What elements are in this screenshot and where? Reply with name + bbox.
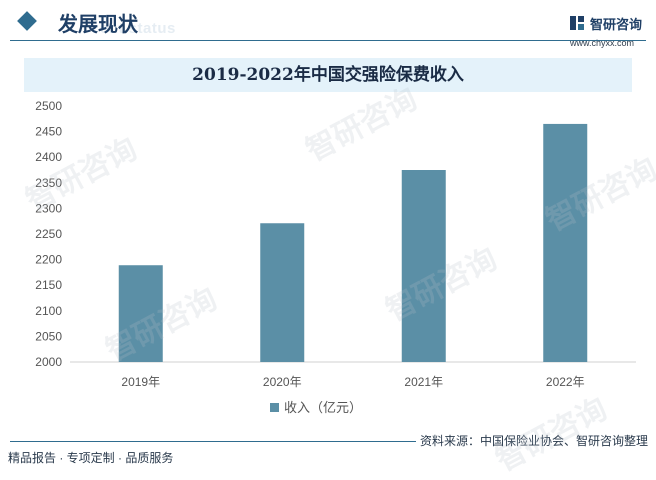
y-tick-label: 2050 [35,329,62,343]
brand-name: 智研咨询 [590,17,643,32]
brand-url: www.chyxx.com [570,38,635,48]
bar [118,265,163,362]
legend-swatch [270,403,279,412]
y-tick-label: 2000 [35,355,62,369]
y-tick-label: 2350 [35,176,62,190]
page-header: ent status 发展现状 智研咨询 www.chyxx.com [0,0,656,52]
y-tick-label: 2150 [35,278,62,292]
chart-title-bar: 2019-2022年中国交强险保费收入 [24,58,632,92]
x-tick-label: 2019年 [121,375,160,389]
y-tick-label: 2200 [35,253,62,267]
y-tick-label: 2500 [35,99,62,113]
chart-title: 2019-2022年中国交强险保费收入 [192,65,464,85]
bar-chart: 2000 2050 2100 2150 2200 2250 2300 2350 2400 2450… [35,99,636,415]
x-tick-label: 2021年 [404,375,443,389]
footer-slogan: 精品报告 · 专项定制 · 品质服务 [8,451,174,465]
footer-source: 资料来源：中国保险业协会、智研咨询整理 [415,432,648,449]
y-tick-label: 2450 [35,125,62,139]
y-tick-label: 2100 [35,304,62,318]
x-tick-label: 2022年 [546,375,585,389]
section-subtitle: ent status [100,20,176,37]
y-tick-label: 2250 [35,227,62,241]
header-divider [10,40,646,41]
diamond-icon [17,11,37,31]
y-tick-label: 2400 [35,150,62,164]
legend-label: 收入（亿元） [284,400,362,415]
bar [401,170,446,362]
y-tick-label: 2300 [35,201,62,215]
footer-divider [10,441,646,442]
bar [260,223,305,362]
brand-logo-icon [570,16,584,30]
bar [543,123,588,362]
section-title: 发展现状 [58,12,138,36]
x-tick-label: 2020年 [263,375,302,389]
